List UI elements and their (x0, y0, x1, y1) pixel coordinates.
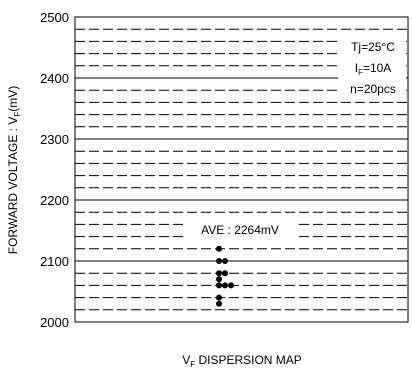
y-tick-label: 2400 (40, 71, 69, 86)
y-tick-label: 2000 (40, 315, 69, 330)
data-point (216, 282, 222, 289)
svg-text:FORWARD VOLTAGE : VF(mV): FORWARD VOLTAGE : VF(mV) (6, 86, 22, 254)
plot-frame (74, 16, 409, 323)
data-points (216, 245, 234, 307)
data-point (216, 270, 222, 277)
ylabel-sub: F (13, 112, 22, 117)
y-tick-label: 2100 (40, 254, 69, 269)
data-point (216, 300, 222, 307)
ylabel-unit: (mV) (6, 86, 20, 112)
data-point (216, 276, 222, 283)
tj-condition: Tj=25°C (351, 40, 395, 54)
xlabel-rest: DISPERSION MAP (195, 353, 302, 367)
xlabel-main: V (182, 353, 190, 367)
average-label-box: AVE : 2264mV (183, 218, 297, 240)
y-tick-label: 2300 (40, 132, 69, 147)
y-axis-label: FORWARD VOLTAGE : VF(mV) (6, 86, 22, 254)
y-tick-labels: 2000 2100 2200 2300 2400 2500 (40, 10, 69, 330)
data-point (222, 282, 228, 289)
data-point (216, 294, 222, 301)
data-point (216, 245, 222, 252)
ylabel-main: FORWARD VOLTAGE : V (6, 117, 20, 255)
data-point (216, 258, 222, 264)
data-point (222, 270, 228, 277)
y-tick-label: 2200 (40, 193, 69, 208)
data-point (228, 282, 234, 289)
n-condition: n=20pcs (350, 82, 396, 96)
data-point (222, 258, 228, 264)
xlabel-sub: F (190, 360, 195, 369)
average-label: AVE : 2264mV (201, 223, 279, 237)
conditions-box: Tj=25°C IF=10A n=20pcs (338, 36, 406, 96)
x-axis-label: VF DISPERSION MAP (182, 353, 302, 369)
y-tick-label: 2500 (40, 10, 69, 25)
if-condition: IF=10A (355, 61, 392, 77)
